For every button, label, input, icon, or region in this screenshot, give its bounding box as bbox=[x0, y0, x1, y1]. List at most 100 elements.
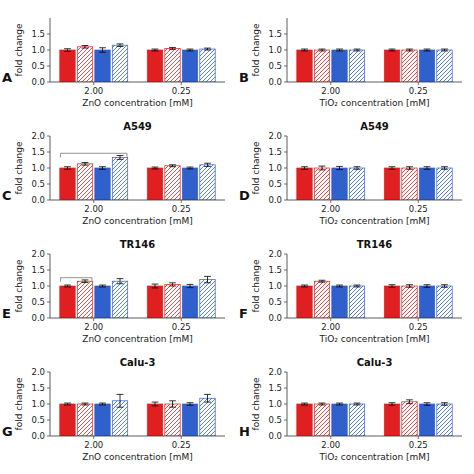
panel-label: G bbox=[2, 424, 13, 439]
y-tick-label: 0.0 bbox=[31, 313, 45, 323]
hatched-bar bbox=[314, 168, 329, 200]
y-axis-label: fold change bbox=[14, 23, 24, 76]
y-tick-label: 2.0 bbox=[31, 249, 45, 259]
y-tick-label: 1.0 bbox=[31, 399, 45, 409]
error-bar bbox=[389, 49, 396, 51]
panel: 0.00.51.01.52.02.000.25ZnO concentration… bbox=[2, 239, 225, 344]
error-bar bbox=[319, 49, 326, 51]
y-tick-label: 1.0 bbox=[268, 163, 282, 173]
error-bar bbox=[389, 403, 396, 406]
error-bar bbox=[319, 166, 326, 170]
x-axis-line bbox=[287, 318, 462, 319]
bar bbox=[95, 404, 110, 436]
significance-bracket bbox=[61, 278, 92, 282]
y-tick-label: 0.5 bbox=[31, 179, 45, 189]
panel-title: A549 bbox=[360, 121, 389, 132]
x-axis-line bbox=[50, 436, 225, 437]
panel: 0.00.51.01.52.02.000.25TiO₂ concentratio… bbox=[239, 239, 462, 344]
x-tick bbox=[330, 436, 331, 439]
bar bbox=[419, 168, 434, 200]
y-tick-label: 1.0 bbox=[31, 163, 45, 173]
error-bar bbox=[187, 49, 194, 51]
hatched-bar bbox=[437, 168, 452, 200]
hatched-bar bbox=[112, 157, 127, 200]
error-bar bbox=[389, 167, 396, 170]
y-tick bbox=[47, 420, 50, 421]
bar bbox=[147, 404, 162, 436]
x-tick-label: 2.00 bbox=[84, 322, 103, 332]
error-bar bbox=[169, 165, 176, 167]
error-bar bbox=[301, 403, 308, 405]
y-tick bbox=[47, 388, 50, 389]
x-tick bbox=[93, 436, 94, 439]
y-tick bbox=[47, 436, 50, 437]
panel: 0.00.51.01.52.000.25TiO₂ concentration [… bbox=[239, 18, 462, 108]
error-bar bbox=[301, 167, 308, 170]
x-tick-label: 2.00 bbox=[321, 86, 340, 96]
error-bar bbox=[336, 285, 343, 287]
x-axis-line bbox=[50, 318, 225, 319]
panel-label: H bbox=[239, 424, 250, 439]
hatched-bar bbox=[349, 286, 364, 318]
hatched-bar bbox=[349, 404, 364, 436]
error-bar bbox=[336, 49, 343, 51]
hatched-bar bbox=[200, 280, 215, 318]
error-bar bbox=[169, 283, 176, 286]
error-bar bbox=[152, 402, 159, 406]
hatched-bar bbox=[402, 286, 417, 318]
x-tick-label: 0.25 bbox=[172, 322, 191, 332]
hatched-bar bbox=[77, 47, 92, 82]
y-tick bbox=[284, 66, 287, 67]
y-tick bbox=[47, 270, 50, 271]
y-tick bbox=[47, 404, 50, 405]
error-bar bbox=[169, 401, 176, 407]
bar bbox=[182, 50, 197, 82]
bar bbox=[60, 50, 75, 82]
error-bar bbox=[441, 403, 448, 406]
y-tick-label: 1.5 bbox=[31, 29, 45, 39]
y-tick bbox=[47, 34, 50, 35]
error-bar bbox=[117, 156, 124, 160]
panel-title: Calu-3 bbox=[120, 357, 156, 368]
error-bar bbox=[406, 285, 413, 288]
panel-label: F bbox=[239, 306, 248, 321]
error-bar bbox=[64, 403, 71, 405]
error-bar bbox=[152, 167, 159, 169]
y-tick bbox=[284, 372, 287, 373]
y-tick-label: 0.5 bbox=[31, 415, 45, 425]
y-axis-label: fold change bbox=[251, 377, 261, 430]
error-bar bbox=[354, 285, 361, 287]
panel-title: Calu-3 bbox=[357, 357, 393, 368]
hatched-bar bbox=[437, 286, 452, 318]
bar bbox=[95, 50, 110, 82]
y-tick-label: 0.0 bbox=[268, 431, 282, 441]
hatched-bar bbox=[165, 284, 180, 318]
panel: 0.00.51.01.52.02.000.25TiO₂ concentratio… bbox=[239, 121, 462, 226]
hatched-bar bbox=[314, 281, 329, 318]
bar bbox=[95, 168, 110, 200]
hatched-bar bbox=[200, 398, 215, 436]
error-bar bbox=[319, 280, 326, 282]
x-tick bbox=[181, 436, 182, 439]
error-bar bbox=[187, 167, 194, 169]
bar bbox=[384, 50, 399, 82]
x-tick bbox=[418, 200, 419, 203]
bar bbox=[332, 50, 347, 82]
x-axis-label: ZnO concentration [mM] bbox=[82, 452, 193, 462]
bar bbox=[297, 286, 312, 318]
y-tick bbox=[47, 66, 50, 67]
hatched-bar bbox=[200, 49, 215, 82]
bar bbox=[419, 286, 434, 318]
hatched-bar bbox=[77, 164, 92, 200]
marks bbox=[60, 44, 215, 82]
error-bar bbox=[319, 403, 326, 405]
y-tick bbox=[284, 318, 287, 319]
bar bbox=[147, 50, 162, 82]
bar bbox=[332, 286, 347, 318]
x-tick-label: 0.25 bbox=[172, 204, 191, 214]
x-axis-label: TiO₂ concentration [mM] bbox=[318, 452, 429, 462]
y-tick bbox=[47, 318, 50, 319]
y-tick-label: 0.5 bbox=[31, 61, 45, 71]
error-bar bbox=[117, 44, 124, 47]
y-tick bbox=[284, 50, 287, 51]
